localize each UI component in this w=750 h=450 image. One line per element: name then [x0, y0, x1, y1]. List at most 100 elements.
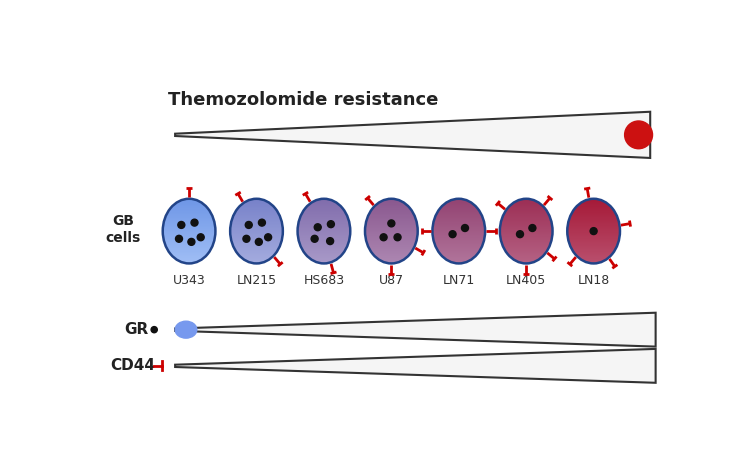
Bar — [299, 242, 349, 243]
Text: CD44: CD44 — [110, 358, 155, 374]
Bar — [238, 208, 275, 209]
Bar — [568, 234, 620, 235]
Bar — [365, 228, 418, 229]
Bar — [500, 225, 552, 226]
Bar — [164, 224, 214, 225]
Bar — [568, 223, 620, 224]
Bar — [375, 205, 407, 206]
Bar — [500, 231, 553, 232]
Bar — [568, 221, 619, 222]
Bar — [366, 222, 417, 223]
Bar — [571, 214, 616, 215]
Bar — [302, 248, 346, 249]
Bar — [301, 246, 347, 247]
Bar — [365, 233, 418, 234]
Text: LN18: LN18 — [578, 274, 610, 287]
Bar — [365, 225, 417, 226]
Bar — [578, 205, 610, 206]
Bar — [367, 219, 416, 220]
Bar — [163, 235, 215, 236]
Bar — [508, 207, 544, 208]
Bar — [238, 254, 274, 255]
Bar — [435, 244, 483, 245]
Bar — [435, 217, 483, 218]
Bar — [433, 239, 484, 240]
Bar — [304, 209, 344, 210]
Bar — [367, 242, 416, 243]
Bar — [164, 239, 214, 240]
Bar — [164, 241, 214, 242]
Bar — [365, 231, 418, 232]
Bar — [574, 253, 613, 254]
Bar — [314, 201, 334, 202]
Bar — [231, 240, 282, 241]
Bar — [437, 250, 480, 251]
Bar — [516, 201, 536, 202]
Bar — [230, 235, 283, 236]
Bar — [510, 256, 542, 257]
Text: U87: U87 — [379, 274, 404, 287]
Bar — [298, 240, 350, 241]
Bar — [436, 215, 482, 216]
Bar — [301, 215, 346, 216]
Bar — [500, 228, 553, 229]
Bar — [500, 236, 552, 237]
Bar — [439, 210, 479, 211]
Bar — [571, 247, 616, 248]
Circle shape — [328, 220, 334, 228]
Bar — [507, 252, 546, 253]
Bar — [368, 245, 415, 246]
Bar — [433, 241, 484, 242]
Text: LN215: LN215 — [236, 274, 277, 287]
Bar — [365, 235, 418, 236]
Bar — [298, 224, 350, 225]
Bar — [366, 238, 417, 239]
Bar — [164, 242, 214, 243]
Bar — [304, 252, 344, 253]
Bar — [315, 261, 333, 262]
Bar — [233, 246, 280, 247]
Bar — [305, 253, 343, 254]
Bar — [433, 222, 484, 223]
Bar — [567, 232, 620, 233]
Bar — [501, 241, 551, 242]
Bar — [365, 226, 418, 227]
Bar — [500, 235, 552, 236]
Bar — [176, 259, 202, 260]
Bar — [303, 250, 345, 251]
Bar — [568, 239, 619, 240]
Bar — [365, 237, 417, 238]
Bar — [377, 203, 406, 204]
Bar — [505, 249, 548, 250]
Bar — [569, 219, 618, 220]
Circle shape — [151, 327, 157, 333]
Bar — [244, 202, 269, 203]
Bar — [308, 205, 340, 206]
Bar — [435, 216, 482, 217]
Bar — [174, 204, 204, 205]
Bar — [169, 251, 210, 252]
Bar — [238, 253, 275, 254]
Bar — [506, 210, 547, 211]
Bar — [502, 243, 550, 244]
Circle shape — [590, 228, 597, 234]
Bar — [365, 229, 418, 230]
Bar — [436, 246, 482, 247]
Circle shape — [529, 225, 536, 231]
Bar — [307, 255, 341, 256]
Bar — [368, 246, 415, 247]
Bar — [232, 241, 281, 242]
Bar — [502, 219, 550, 220]
Bar — [309, 204, 339, 205]
Bar — [500, 233, 553, 234]
Bar — [436, 213, 481, 214]
Bar — [514, 259, 539, 260]
Circle shape — [243, 235, 250, 242]
Bar — [502, 218, 550, 219]
Bar — [571, 215, 616, 216]
Bar — [501, 222, 552, 223]
Bar — [166, 215, 212, 216]
Bar — [298, 234, 350, 235]
Bar — [163, 227, 215, 228]
Bar — [507, 209, 546, 210]
